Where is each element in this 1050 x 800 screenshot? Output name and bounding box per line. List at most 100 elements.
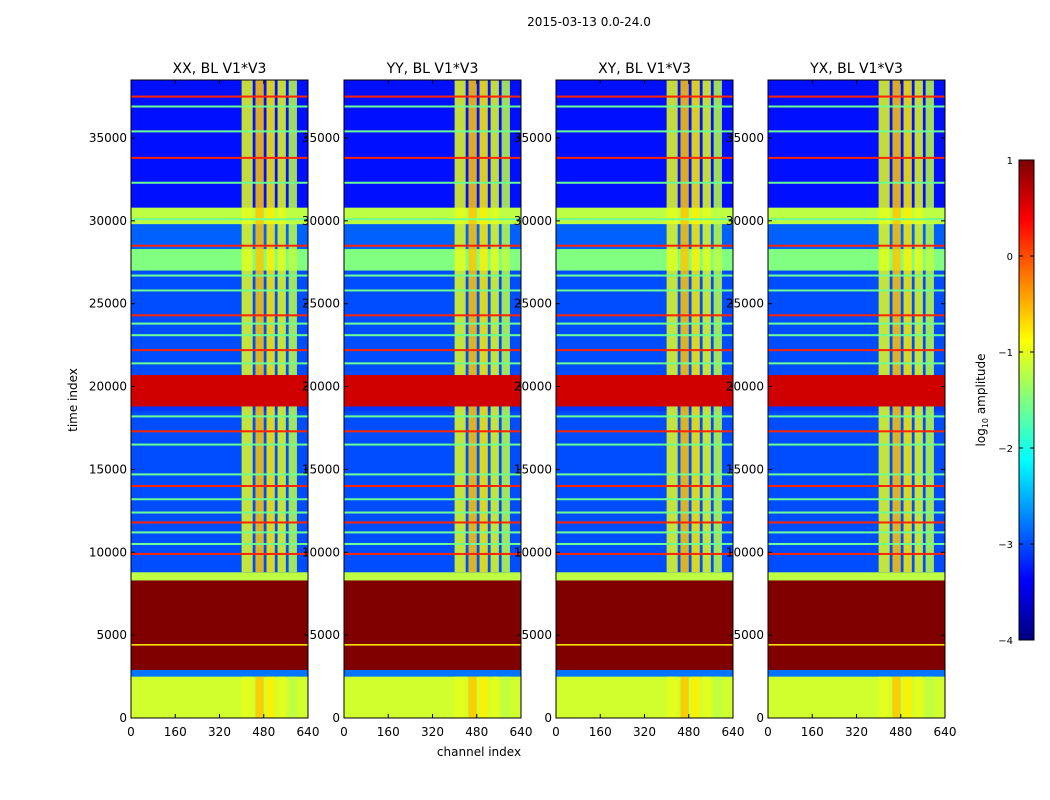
flag-line: [131, 485, 308, 487]
y-tick-label: 30000: [89, 214, 127, 228]
channel-band: [914, 676, 923, 718]
channel-band: [878, 406, 890, 573]
flag-line: [556, 130, 733, 133]
channel-band: [878, 676, 890, 718]
channel-band: [903, 80, 912, 375]
colorbar-tick-label: −4: [998, 636, 1013, 647]
y-tick-label: 30000: [726, 214, 764, 228]
y-tick-label: 35000: [514, 131, 552, 145]
x-tick-label: 0: [764, 725, 772, 739]
flag-line: [344, 289, 521, 292]
panel-3: YX, BL V1*V3 0 160 320 480 640 0 5000 10000 15000…: [726, 61, 957, 739]
channel-band: [702, 406, 711, 573]
flag-line: [344, 473, 521, 476]
channel-band: [501, 676, 510, 718]
x-tick-label: 160: [589, 725, 612, 739]
flag-line: [344, 543, 521, 545]
flag-line: [131, 314, 308, 317]
time-band: [768, 374, 945, 407]
y-tick-label: 30000: [302, 214, 340, 228]
channel-band: [501, 406, 510, 573]
channel-band: [241, 80, 253, 375]
x-tick-label: 320: [421, 725, 444, 739]
y-tick-label: 10000: [726, 545, 764, 559]
flag-line: [768, 473, 945, 476]
y-tick-label: 25000: [89, 297, 127, 311]
flag-line: [556, 415, 733, 418]
heatmap-image: [131, 80, 308, 718]
channel-band: [666, 676, 678, 718]
y-tick-label: 0: [756, 711, 764, 725]
flag-line: [768, 362, 945, 365]
flag-line: [131, 95, 308, 98]
flag-line: [556, 511, 733, 514]
colorbar-ticks: 1 0 −1 −2 −3 −4: [998, 156, 1034, 647]
flag-line: [131, 289, 308, 292]
flag-line: [344, 349, 521, 352]
x-axis-label: channel index: [437, 745, 521, 759]
channel-band: [666, 406, 678, 573]
channel-band: [468, 676, 477, 718]
channel-band: [454, 676, 466, 718]
channel-band: [490, 676, 499, 718]
x-tick-label: 640: [510, 725, 533, 739]
y-tick-label: 15000: [89, 462, 127, 476]
flag-line: [344, 531, 521, 534]
flag-line: [344, 430, 521, 433]
channel-band: [490, 80, 499, 375]
flag-line: [344, 521, 521, 524]
flag-line: [131, 543, 308, 545]
channel-band: [255, 676, 264, 718]
flag-line: [768, 511, 945, 514]
x-tick-label: 640: [297, 725, 320, 739]
y-tick-label: 20000: [726, 380, 764, 394]
flag-line: [556, 485, 733, 487]
flag-line: [131, 511, 308, 514]
x-tick-label: 480: [465, 725, 488, 739]
flag-line: [556, 95, 733, 98]
channel-band: [680, 676, 689, 718]
flag-line: [768, 244, 945, 247]
flag-line: [556, 531, 733, 534]
flag-line: [768, 322, 945, 325]
time-band: [768, 580, 945, 670]
y-tick-label: 10000: [514, 545, 552, 559]
flag-line: [131, 181, 308, 184]
flag-line: [131, 362, 308, 365]
flag-line: [768, 105, 945, 108]
x-tick-label: 320: [633, 725, 656, 739]
time-band: [556, 669, 733, 677]
channel-band: [266, 80, 275, 375]
flag-line: [768, 521, 945, 524]
flag-line: [556, 362, 733, 365]
channel-band: [479, 406, 488, 573]
flag-line: [768, 289, 945, 292]
x-tick-label: 160: [801, 725, 824, 739]
y-tick-label: 5000: [96, 628, 127, 642]
channel-band: [892, 80, 901, 375]
flag-line: [556, 552, 733, 555]
heatmap-image: [768, 80, 945, 718]
flag-line: [768, 552, 945, 555]
flag-line: [556, 181, 733, 184]
x-tick-label: 160: [164, 725, 187, 739]
y-tick-label: 25000: [302, 297, 340, 311]
flag-line: [344, 511, 521, 514]
time-band: [556, 572, 733, 581]
channel-band: [713, 80, 722, 375]
x-tick-label: 480: [677, 725, 700, 739]
panel-title: YX, BL V1*V3: [809, 61, 903, 77]
x-tick-label: 0: [127, 725, 135, 739]
flag-line: [131, 349, 308, 352]
channel-band: [479, 80, 488, 375]
panel-0: XX, BL V1*V3 0 160 320 480 640 0 5000 10000 15000…: [89, 61, 320, 739]
flag-line: [768, 443, 945, 446]
y-tick-label: 30000: [514, 214, 552, 228]
y-tick-label: 20000: [89, 380, 127, 394]
flag-line: [768, 314, 945, 317]
flag-line: [131, 130, 308, 133]
time-band: [556, 580, 733, 670]
flag-line: [556, 644, 733, 646]
y-tick-label: 0: [332, 711, 340, 725]
channel-band: [241, 676, 253, 718]
